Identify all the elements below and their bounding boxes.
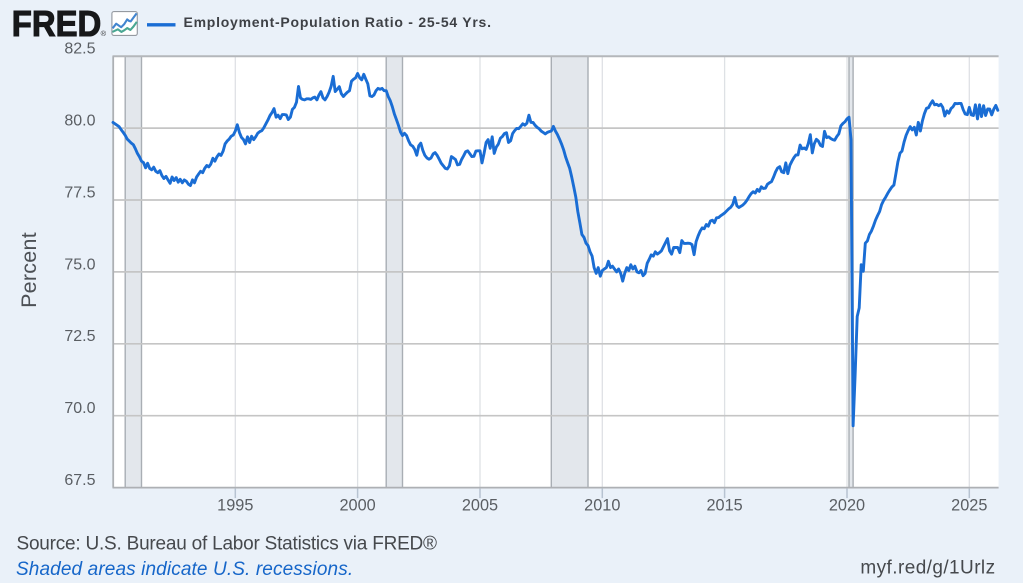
svg-text:2025: 2025 (951, 497, 987, 515)
svg-text:myf.red/g/1Urlz: myf.red/g/1Urlz (860, 558, 995, 579)
svg-text:Percent: Percent (17, 232, 41, 308)
svg-text:2020: 2020 (829, 497, 865, 515)
svg-text:2005: 2005 (462, 497, 498, 515)
svg-text:Source: U.S. Bureau of Labor S: Source: U.S. Bureau of Labor Statistics … (17, 534, 438, 555)
svg-text:77.5: 77.5 (64, 184, 95, 201)
svg-text:82.5: 82.5 (64, 41, 95, 58)
svg-text:2015: 2015 (706, 497, 742, 515)
svg-text:Shaded areas indicate U.S. rec: Shaded areas indicate U.S. recessions. (16, 559, 353, 580)
svg-text:70.0: 70.0 (64, 400, 95, 417)
svg-text:2000: 2000 (339, 497, 375, 515)
svg-text:FRED: FRED (12, 3, 102, 44)
svg-text:Employment-Population Ratio -: Employment-Population Ratio - 25-54 Yrs. (184, 14, 492, 30)
svg-text:2010: 2010 (584, 497, 620, 515)
svg-text:80.0: 80.0 (64, 113, 95, 130)
svg-text:75.0: 75.0 (64, 256, 95, 273)
svg-text:®: ® (101, 29, 107, 38)
svg-text:72.5: 72.5 (64, 328, 95, 345)
svg-text:67.5: 67.5 (64, 472, 95, 489)
svg-text:1995: 1995 (217, 497, 253, 515)
